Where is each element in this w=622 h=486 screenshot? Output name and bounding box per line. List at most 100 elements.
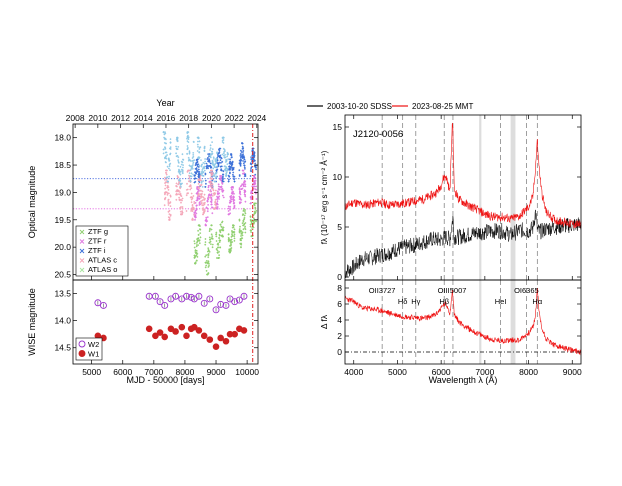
data-point (250, 190, 253, 192)
data-point (206, 199, 209, 202)
data-point (188, 177, 191, 180)
x-axis-tick-label: 6000 (432, 367, 451, 377)
data-point (253, 185, 256, 188)
data-point (215, 169, 218, 172)
data-point (241, 145, 244, 148)
y-axis-tick-label: 15 (333, 122, 343, 132)
data-point (205, 165, 208, 168)
data-point (215, 235, 218, 238)
data-point (196, 165, 199, 167)
data-point (163, 133, 166, 136)
emission-line-label: Hβ (439, 297, 449, 306)
data-point (226, 168, 229, 170)
data-point (200, 165, 203, 168)
data-point (228, 161, 231, 164)
data-point (178, 196, 180, 199)
data-point (238, 169, 241, 172)
y-axis-tick-label: 2 (337, 331, 342, 341)
top-axis-tick-label: 2024 (247, 113, 266, 123)
data-point (211, 173, 214, 176)
data-point (167, 189, 170, 191)
data-point (224, 161, 227, 163)
data-point (240, 235, 242, 237)
data-point (253, 180, 256, 182)
data-point (202, 204, 205, 207)
data-point (240, 149, 242, 152)
data-point (196, 143, 199, 146)
data-point (205, 224, 207, 227)
data-point (164, 193, 166, 196)
data-point (204, 255, 207, 258)
data-point (205, 219, 207, 221)
data-point (176, 175, 179, 177)
data-point (239, 153, 242, 155)
y-axis-tick-label: 18.0 (54, 133, 71, 143)
data-point (211, 148, 214, 150)
data-point (209, 155, 212, 158)
data-point (185, 210, 188, 212)
series-atlas-o (162, 131, 230, 188)
data-point (212, 306, 220, 314)
data-point (197, 168, 200, 171)
data-point (177, 159, 179, 162)
data-point (193, 214, 195, 216)
data-point (209, 194, 211, 197)
emission-line-label: HeI (495, 297, 507, 306)
data-point (254, 206, 257, 209)
data-point (222, 173, 225, 176)
data-point (164, 151, 167, 154)
data-point (205, 162, 208, 165)
data-point (218, 195, 221, 198)
data-point (227, 153, 229, 155)
data-point (253, 175, 256, 178)
data-point (181, 153, 184, 156)
data-point (193, 246, 196, 249)
data-point (215, 189, 217, 192)
data-point (240, 230, 242, 232)
data-point (217, 154, 219, 157)
data-point (210, 200, 213, 202)
data-point (194, 202, 197, 204)
data-point (191, 208, 194, 211)
data-point (243, 164, 246, 167)
data-point (201, 172, 204, 175)
data-point (187, 134, 189, 137)
data-point (244, 227, 246, 229)
data-point (226, 151, 229, 154)
data-point (253, 222, 255, 225)
data-point (193, 256, 196, 259)
data-point (193, 181, 196, 184)
data-point (228, 251, 231, 254)
data-point (244, 175, 246, 177)
data-point (207, 262, 209, 265)
data-point (145, 325, 153, 333)
data-point (222, 170, 225, 173)
data-point (212, 189, 215, 191)
x-axis-tick-label: 4000 (344, 367, 363, 377)
data-point (191, 205, 194, 207)
data-point (192, 154, 195, 156)
y-axis-tick-label: 0 (337, 272, 342, 282)
legend-label: ZTF g (88, 227, 108, 236)
data-point (194, 249, 197, 252)
data-point (206, 273, 209, 276)
data-point (224, 169, 227, 172)
data-point (221, 191, 224, 193)
data-point (253, 203, 256, 205)
data-point (186, 131, 189, 134)
data-point (177, 189, 180, 192)
data-point (201, 190, 204, 193)
data-point (164, 161, 167, 163)
data-point (212, 174, 215, 177)
legend-marker (79, 239, 85, 244)
data-point (203, 169, 206, 172)
data-point (213, 180, 216, 183)
data-point (197, 234, 200, 236)
data-point (164, 147, 167, 149)
data-point (241, 154, 244, 157)
data-point (192, 161, 195, 164)
data-point (222, 189, 225, 192)
data-point (179, 165, 182, 168)
top-axis-tick-label: 2008 (66, 113, 85, 123)
